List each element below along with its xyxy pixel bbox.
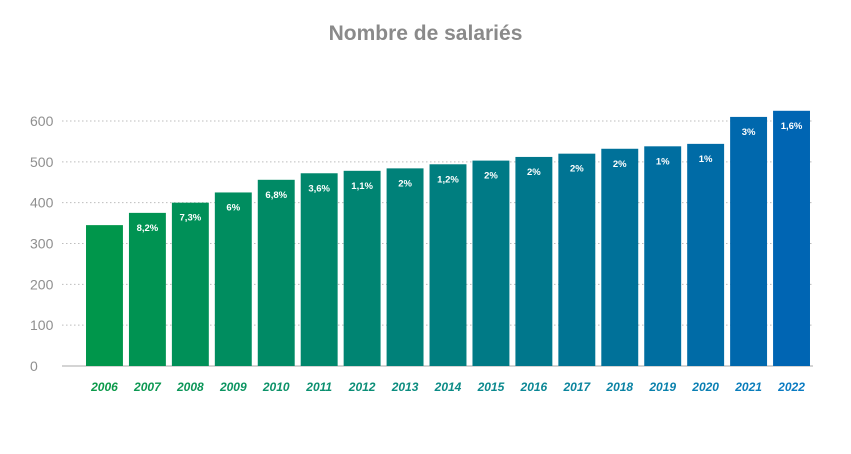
- data-label-2013: 2%: [398, 178, 412, 189]
- x-tick-label-2015: 2015: [477, 380, 505, 394]
- bar-2022: [773, 110, 810, 367]
- data-label-2009: 6%: [226, 202, 240, 213]
- x-tick-label-2018: 2018: [605, 380, 633, 394]
- y-tick-label: 400: [30, 195, 54, 211]
- x-tick-label-2007: 2007: [133, 380, 162, 394]
- data-label-2016: 2%: [527, 167, 541, 178]
- bar-2014: [429, 164, 467, 366]
- data-label-2021: 3%: [742, 127, 756, 138]
- bar-2015: [472, 160, 510, 366]
- y-tick-label: 200: [30, 276, 54, 292]
- bar-2011: [300, 173, 338, 366]
- x-tick-label-2013: 2013: [391, 380, 419, 394]
- bar-2010: [257, 179, 295, 366]
- chart-title: Nombre de salariés: [328, 22, 523, 45]
- data-label-2018: 2%: [613, 159, 627, 170]
- y-tick-label: 300: [30, 236, 54, 252]
- data-label-2012: 1,1%: [351, 181, 373, 192]
- bar-2009: [214, 192, 252, 366]
- bar-2012: [343, 170, 381, 366]
- data-label-2020: 1%: [699, 154, 713, 165]
- data-label-2019: 1%: [656, 156, 670, 167]
- y-tick-label: 100: [30, 317, 54, 333]
- data-labels: 8,2% 7,3% 6% 6,8% 3,6% 1,1% 2% 1,2% 2% 2% 2% 2% 1% 1%…: [137, 121, 803, 234]
- data-label-2017: 2%: [570, 164, 584, 175]
- bar-2021: [730, 116, 768, 367]
- y-tick-label: 500: [30, 154, 54, 170]
- bar-2007: [128, 212, 166, 366]
- bar-2017: [558, 153, 596, 366]
- x-tick-label-2006: 2006: [90, 380, 118, 394]
- data-label-2015: 2%: [484, 171, 498, 182]
- y-axis-ticks: 0 100 200 300 400 500 600: [30, 113, 54, 374]
- y-tick-label: 0: [30, 358, 38, 374]
- x-tick-label-2017: 2017: [562, 380, 591, 394]
- data-label-2014: 1,2%: [437, 174, 459, 185]
- x-tick-label-2021: 2021: [734, 380, 762, 394]
- data-label-2007: 8,2%: [137, 223, 159, 234]
- y-tick-label: 600: [30, 113, 54, 129]
- bar-2018: [601, 148, 639, 366]
- bar-2016: [515, 156, 553, 366]
- bar-2013: [386, 168, 424, 366]
- x-tick-label-2022: 2022: [777, 380, 805, 394]
- x-tick-label-2016: 2016: [520, 380, 548, 394]
- x-tick-label-2020: 2020: [691, 380, 719, 394]
- bars: [86, 110, 810, 367]
- x-axis-labels: 2006 2007 2008 2009 2010 2011 2012 2013 2014 2015…: [90, 380, 805, 394]
- x-tick-label-2014: 2014: [434, 380, 462, 394]
- x-tick-label-2019: 2019: [648, 380, 676, 394]
- data-label-2011: 3,6%: [308, 183, 330, 194]
- x-tick-label-2010: 2010: [262, 380, 290, 394]
- data-label-2010: 6,8%: [265, 190, 287, 201]
- x-tick-label-2009: 2009: [219, 380, 247, 394]
- bar-2019: [644, 146, 682, 366]
- data-label-2008: 7,3%: [180, 213, 202, 224]
- bar-2008: [171, 202, 209, 366]
- x-tick-label-2012: 2012: [348, 380, 376, 394]
- bar-2020: [687, 143, 725, 366]
- data-label-2022: 1,6%: [781, 121, 803, 132]
- x-tick-label-2011: 2011: [305, 380, 332, 394]
- bar-2006: [86, 225, 123, 366]
- x-tick-label-2008: 2008: [176, 380, 204, 394]
